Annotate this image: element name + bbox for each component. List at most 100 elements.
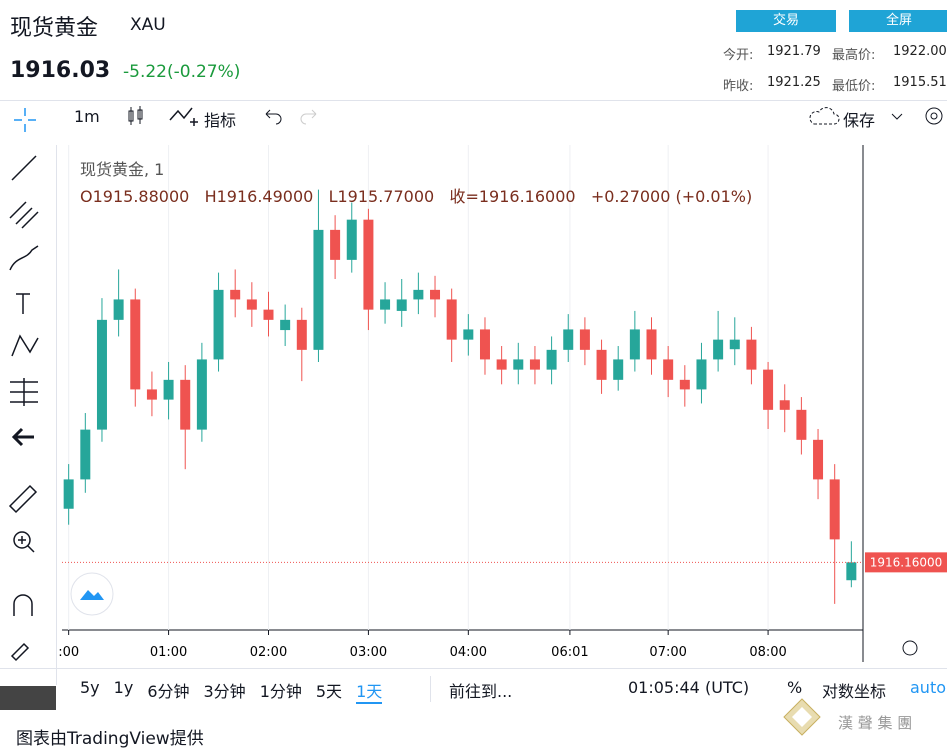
legend-title: 现货黄金, 1 [80,160,165,179]
candle-body [663,359,674,380]
x-tick-label: 06:01 [551,645,588,660]
x-tick-label: :00 [58,645,79,660]
x-tick-label: 01:00 [150,645,187,660]
candle-body [413,289,424,300]
fullscreen-button[interactable]: 全屏 [849,10,947,32]
goto-button[interactable]: 前往到... [449,682,513,701]
candle-icon[interactable] [125,104,147,128]
fib-tool[interactable] [9,201,39,229]
symbol-code: XAU [130,15,166,35]
candle-body [796,409,807,440]
candle-body [396,299,407,311]
drawing-toolbar [8,108,39,662]
candle-body [96,319,107,430]
stat-value: 1922.00 [893,44,947,59]
candle-body [779,400,790,410]
candle-body [763,369,774,410]
undo-redo[interactable] [262,106,322,126]
candle-body [463,329,474,340]
stat-label: 最高价: [832,48,876,63]
candle-body [263,309,274,320]
price-tag [865,552,947,573]
candle-body [696,359,707,390]
percent-toggle[interactable]: % [787,678,803,697]
interval-button[interactable]: 1m [74,107,100,126]
range-button[interactable]: 1天 [356,678,383,704]
back-tool[interactable] [11,427,34,447]
candle-body [280,319,291,331]
divider [0,668,947,669]
range-button[interactable]: 6分钟 [147,682,190,701]
zoom-tool[interactable] [13,531,31,549]
watermark-logo [783,698,821,736]
crosshair-tool[interactable] [14,108,36,132]
trade-button[interactable]: 交易 [736,10,836,32]
legend-ohlc: O1915.88000 H1916.49000 L1915.77000 收=19… [80,183,752,207]
candle-body [246,299,257,310]
candle-body [546,349,557,370]
x-tick-label: 02:00 [250,645,287,660]
legend-open: O1915.88000 [80,187,190,206]
pattern-tool[interactable] [11,334,39,357]
candle-body [446,299,457,340]
candle-body [346,219,357,260]
candle-body [213,289,224,360]
candle-body [80,429,91,480]
range-button[interactable]: 5天 [315,682,343,701]
last-price: 1916.03 [10,58,111,83]
candle-body [130,299,141,390]
line-tool[interactable] [11,155,37,181]
axis-settings[interactable] [902,640,918,656]
tv-logo[interactable] [70,572,114,616]
symbol-name: 现货黄金 [10,16,99,41]
settings-icon[interactable] [888,106,946,128]
candle-body [646,329,657,360]
candle-body [296,319,307,350]
collapse-button[interactable] [0,686,56,710]
magnet-tool[interactable] [13,594,33,616]
legend-high: H1916.49000 [204,187,314,206]
price-change: -5.22(-0.27%) [123,62,241,82]
range-button[interactable]: 5y [80,678,100,697]
footer: 图表由TradingView提供 [16,729,204,749]
candle-body [579,329,590,350]
candle-body [713,339,724,360]
candle-body [729,339,740,350]
candle-body [829,479,840,540]
range-bar: 5y 1y 6分钟 3分钟 1分钟 5天 1天 [80,678,383,704]
candle-body [513,359,524,370]
legend-change: +0.27000 (+0.01%) [590,187,753,206]
log-toggle[interactable]: 对数坐标 [822,682,887,701]
lock-tool[interactable] [10,642,30,662]
stat-label: 最低价: [832,79,876,94]
candle-body [180,379,191,430]
range-button[interactable]: 1分钟 [259,682,302,701]
range-button[interactable]: 1y [113,678,134,697]
stat-label: 昨收: [723,79,754,94]
candle-body [430,289,441,300]
candle-body [679,379,690,390]
range-button[interactable]: 3分钟 [203,682,246,701]
watermark: 漢 聲 集 團 [838,714,913,732]
candle-body [196,359,207,430]
candle-body [746,339,757,370]
brush-tool[interactable] [9,245,39,271]
candle-body [330,229,341,260]
measure-tool[interactable] [10,378,38,406]
indicator-icon[interactable] [168,104,202,128]
candle-body [529,359,540,370]
stat-label: 今开: [723,48,754,63]
clock: 01:05:44 (UTC) [628,678,750,697]
auto-toggle[interactable]: auto [910,678,947,697]
candle-body [163,379,174,400]
text-tool[interactable] [16,293,30,314]
stat-value: 1921.25 [767,75,821,90]
cloud-icon[interactable] [806,104,842,128]
candle-body [479,329,490,360]
candle-body [813,439,824,480]
candle-body [63,479,74,509]
save-button[interactable]: 保存 [843,111,876,130]
ruler-tool[interactable] [8,484,38,514]
indicators-button[interactable]: 指标 [204,111,237,130]
